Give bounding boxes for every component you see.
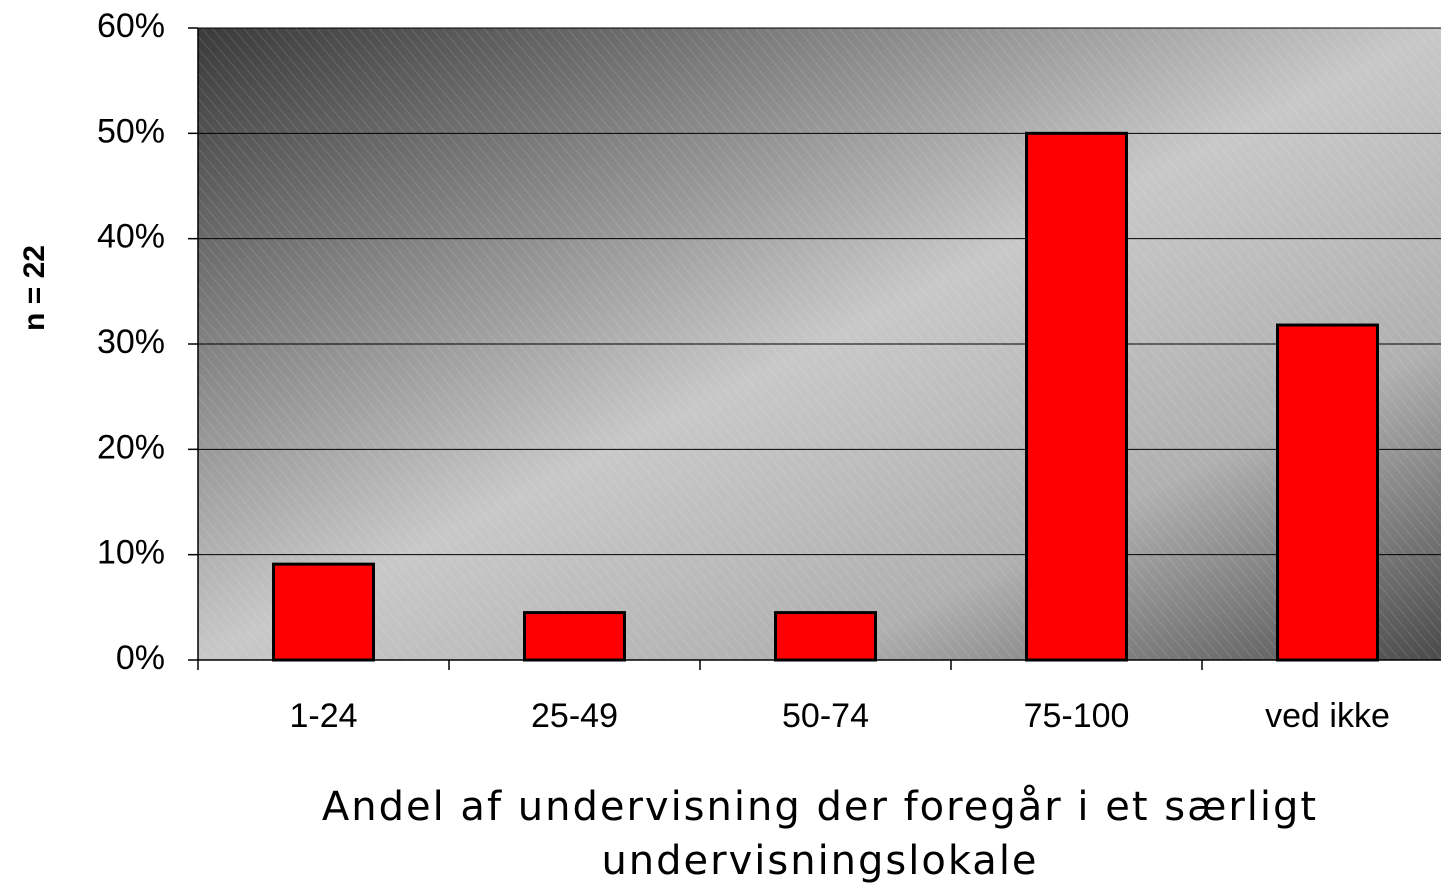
bar xyxy=(774,611,877,662)
y-tick-label: 60% xyxy=(97,7,165,45)
y-tick-label: 50% xyxy=(97,112,165,150)
x-tick-label: 25-49 xyxy=(531,697,618,735)
x-tick-label: ved ikke xyxy=(1265,697,1390,735)
y-tick-label: 40% xyxy=(97,218,165,256)
bar xyxy=(272,562,375,662)
y-tick-label: 30% xyxy=(97,323,165,361)
bar xyxy=(523,611,626,662)
x-tick-label: 1-24 xyxy=(289,697,357,735)
x-axis-label: Andel af undervisning der foregår i et s… xyxy=(321,784,1319,884)
x-tick-label: 75-100 xyxy=(1024,697,1130,735)
y-axis-label: n = 22 xyxy=(18,245,51,331)
bar xyxy=(1025,131,1128,662)
y-tick-label: 0% xyxy=(116,639,165,677)
y-tick-label: 20% xyxy=(97,428,165,466)
y-tick-label: 10% xyxy=(97,534,165,572)
x-tick-label: 50-74 xyxy=(782,697,869,735)
bar xyxy=(1276,323,1379,662)
